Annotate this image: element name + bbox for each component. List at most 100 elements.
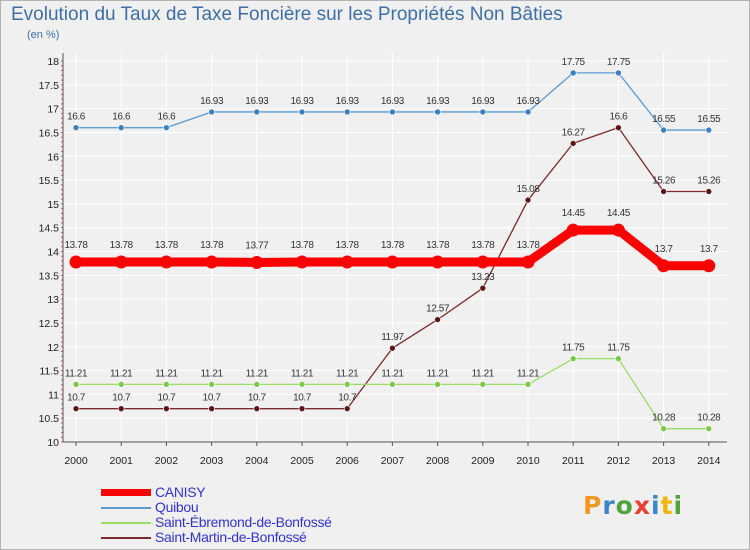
data-label: 11.21 <box>155 368 178 379</box>
y-tick-label: 13 <box>47 294 59 306</box>
data-label: 11.21 <box>426 368 449 379</box>
legend-item-quibou: Quibou <box>101 499 421 515</box>
x-tick-label: 2010 <box>516 455 540 467</box>
data-label: 16.93 <box>200 96 224 107</box>
data-label: 16.93 <box>516 96 540 107</box>
data-label: 16.27 <box>562 127 586 138</box>
data-point <box>163 405 170 412</box>
legend-item-saint-ebremond: Saint-Ébremond-de-Bonfossé <box>101 514 421 530</box>
x-tick-label: 2007 <box>381 455 405 467</box>
legend-swatch-saint-ebremond <box>101 522 151 524</box>
data-label: 10.7 <box>203 393 222 404</box>
data-label: 14.45 <box>607 208 631 219</box>
data-point <box>205 255 219 269</box>
data-label: 13.7 <box>655 244 674 255</box>
data-label: 13.78 <box>471 240 495 251</box>
data-label: 11.21 <box>381 368 404 379</box>
data-point <box>479 284 487 292</box>
y-tick-label: 16 <box>47 151 59 163</box>
data-label: 13.23 <box>471 272 495 283</box>
data-point <box>117 405 125 412</box>
data-label: 13.78 <box>110 240 134 251</box>
data-point <box>253 405 261 412</box>
y-tick-label: 15.5 <box>39 175 60 187</box>
data-label: 10.28 <box>697 413 721 424</box>
data-point <box>479 108 487 116</box>
data-label: 16.55 <box>652 114 676 125</box>
data-label: 13.78 <box>426 240 450 251</box>
data-point <box>72 405 80 412</box>
data-point <box>615 69 622 77</box>
logo-letter: P <box>583 491 603 520</box>
data-point <box>72 381 80 388</box>
x-tick-label: 2003 <box>200 455 224 467</box>
data-label: 11.21 <box>517 368 540 379</box>
x-tick-label: 2014 <box>697 455 721 467</box>
data-point <box>298 381 306 388</box>
data-label: 15.08 <box>516 184 540 195</box>
data-point <box>69 255 83 269</box>
data-label: 16.6 <box>157 112 176 123</box>
x-tick-label: 2006 <box>336 455 360 467</box>
data-point <box>524 381 532 388</box>
data-point <box>569 355 577 362</box>
y-tick-label: 14.5 <box>39 223 60 235</box>
data-point <box>524 108 532 116</box>
data-point <box>479 381 487 388</box>
data-point <box>343 381 351 388</box>
data-label: 12.57 <box>426 304 450 315</box>
x-tick-label: 2000 <box>64 455 88 467</box>
data-point <box>389 344 396 352</box>
data-label: 14.45 <box>562 208 586 219</box>
data-point <box>434 316 441 323</box>
y-tick-label: 12 <box>47 342 59 354</box>
data-point <box>343 405 351 412</box>
data-label: 16.6 <box>67 112 86 123</box>
data-point <box>660 188 667 195</box>
y-axis-unit: (en %) <box>27 29 60 41</box>
data-point <box>434 381 441 388</box>
x-tick-label: 2001 <box>110 455 134 467</box>
data-point <box>476 255 490 269</box>
data-point <box>521 255 535 269</box>
data-point <box>72 124 80 131</box>
data-point <box>389 381 396 388</box>
logo-letter: x <box>633 491 651 520</box>
data-label: 16.6 <box>609 112 628 123</box>
logo-letter: r <box>602 491 616 520</box>
logo-letter: i <box>651 491 661 520</box>
data-point <box>298 108 306 116</box>
x-tick-label: 2009 <box>471 455 495 467</box>
data-point <box>705 188 713 195</box>
data-point <box>566 223 580 237</box>
legend-label-saint-ebremond: Saint-Ébremond-de-Bonfossé <box>155 514 332 530</box>
data-label: 10.7 <box>248 393 267 404</box>
data-label: 16.93 <box>381 96 405 107</box>
data-label: 11.21 <box>336 368 359 379</box>
data-label: 11.21 <box>200 368 223 379</box>
data-point <box>298 405 306 412</box>
data-label: 17.75 <box>607 57 631 68</box>
data-point <box>253 108 261 116</box>
data-point <box>657 259 671 273</box>
legend: CANISY Quibou Saint-Ébremond-de-Bonfossé… <box>101 484 421 545</box>
data-point <box>208 405 215 412</box>
data-label: 13.7 <box>700 244 719 255</box>
data-label: 10.7 <box>157 393 176 404</box>
legend-label-saint-martin: Saint-Martin-de-Bonfossé <box>155 529 307 545</box>
data-label: 16.93 <box>290 96 314 107</box>
data-label: 10.7 <box>112 393 131 404</box>
data-point <box>705 126 713 134</box>
data-point <box>615 124 622 131</box>
y-tick-label: 18 <box>47 56 59 68</box>
x-tick-label: 2013 <box>652 455 676 467</box>
x-tick-label: 2012 <box>607 455 631 467</box>
x-tick-label: 2008 <box>426 455 450 467</box>
logo-letter: o <box>615 491 634 520</box>
data-label: 13.78 <box>155 240 179 251</box>
x-tick-label: 2004 <box>245 455 269 467</box>
data-point <box>431 255 445 269</box>
data-point <box>114 255 128 269</box>
